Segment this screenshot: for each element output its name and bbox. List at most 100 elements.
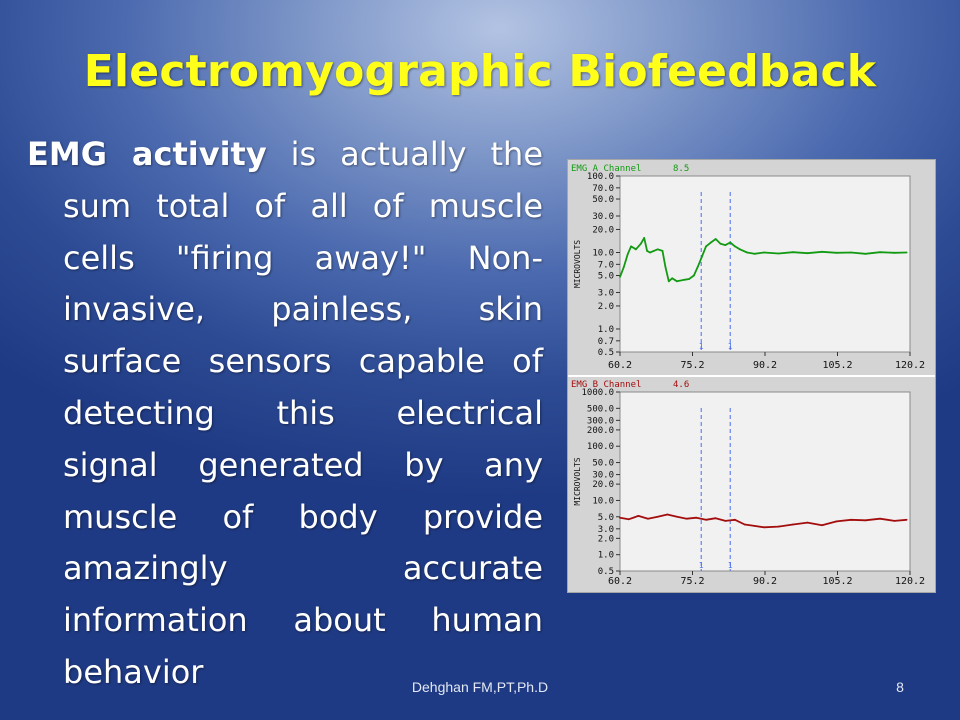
ch0-ytick-label: 10.0 xyxy=(592,248,614,258)
emg-chart-svg: EMG A Channel 8.50.50.71.02.03.05.07.010.… xyxy=(568,164,935,587)
body-paragraph-text: is actually the sum total of all of musc… xyxy=(63,135,543,691)
ch1-ylabel: MICROVOLTS xyxy=(573,457,582,505)
ch1-ytick-label: 3.0 xyxy=(598,525,614,535)
ch0-data-point xyxy=(630,245,633,248)
ch1-data-point xyxy=(792,523,794,526)
ch1-data-point xyxy=(806,521,809,524)
ch0-data-point xyxy=(693,274,695,277)
ch0-data-point xyxy=(705,245,707,248)
ch1-ytick-label: 300.0 xyxy=(587,416,614,426)
ch1-title: EMG B Channel xyxy=(571,380,641,390)
ch0-data-point xyxy=(777,252,780,255)
ch0-readout: 8.5 xyxy=(673,164,689,174)
ch1-series-line xyxy=(619,513,907,529)
ch0-ytick-label: 3.0 xyxy=(598,288,614,298)
ch1-ytick-label: 5.0 xyxy=(598,513,614,523)
ch1-readout: 4.6 xyxy=(673,380,689,390)
ch0-data-point xyxy=(864,252,867,255)
ch0-xtick-label: 75.2 xyxy=(680,360,704,371)
ch0-ytick-label: 7.0 xyxy=(598,260,614,270)
ch0-data-point xyxy=(667,280,670,283)
ch0-ytick-label: 20.0 xyxy=(592,225,614,235)
ch1-ytick-label: 500.0 xyxy=(587,404,614,414)
ch1-ytick-label: 2.0 xyxy=(598,534,614,544)
ch1-data-point xyxy=(695,516,698,519)
ch0-data-point xyxy=(714,238,717,240)
page-number: 8 xyxy=(896,679,904,695)
ch1-event-marker-label: 1 xyxy=(728,561,733,570)
ch0-ytick-label: 0.5 xyxy=(598,348,614,358)
ch0-data-point xyxy=(646,249,648,252)
ch1-ytick-label: 20.0 xyxy=(592,480,614,490)
ch0-xtick-label: 105.2 xyxy=(822,360,852,371)
ch0-xtick-label: 120.2 xyxy=(895,360,925,371)
ch0-data-point xyxy=(879,251,881,254)
ch0-ytick-label: 30.0 xyxy=(592,212,614,222)
ch1-data-point xyxy=(627,518,630,521)
ch1-data-point xyxy=(763,526,765,529)
ch0-data-point xyxy=(835,251,838,254)
ch1-xtick-label: 60.2 xyxy=(608,576,632,587)
ch1-data-point xyxy=(850,518,852,521)
ch0-ytick-label: 2.0 xyxy=(598,302,614,312)
ch1-ytick-label: 100.0 xyxy=(587,442,614,452)
ch0-data-point xyxy=(696,265,699,268)
ch1-data-point xyxy=(637,514,640,517)
ch0-data-point xyxy=(676,280,678,283)
body-paragraph: EMG activity is actually the sum total o… xyxy=(27,129,543,699)
ch1-data-point xyxy=(879,517,881,520)
ch0-ylabel: MICROVOLTS xyxy=(573,240,582,288)
ch1-data-point xyxy=(685,517,688,520)
ch0-ytick-label: 5.0 xyxy=(598,272,614,282)
ch1-ytick-label: 50.0 xyxy=(592,459,614,469)
ch0-ytick-label: 70.0 xyxy=(592,184,614,194)
ch0-data-point xyxy=(763,251,765,254)
ch0-data-point xyxy=(734,245,736,248)
ch0-data-point xyxy=(661,249,664,252)
ch1-data-point xyxy=(705,518,707,521)
ch1-ytick-label: 10.0 xyxy=(592,496,614,506)
ch0-data-point xyxy=(688,278,691,280)
ch0-data-point xyxy=(671,277,674,280)
ch0-data-point xyxy=(643,237,646,239)
ch0-plot-area xyxy=(619,175,911,353)
ch1-ytick-label: 30.0 xyxy=(592,471,614,481)
ch0-ytick-label: 50.0 xyxy=(592,195,614,205)
ch1-data-point xyxy=(905,518,908,521)
ch0-ytick-label: 0.7 xyxy=(598,337,614,347)
ch0-ytick-label: 100.0 xyxy=(587,172,614,182)
ch1-data-point xyxy=(893,519,896,522)
ch1-data-point xyxy=(821,524,823,527)
ch0-data-point xyxy=(905,251,908,254)
ch0-data-point xyxy=(622,265,625,268)
ch0-data-point xyxy=(850,251,852,254)
ch0-data-point xyxy=(649,251,651,254)
ch0-data-point xyxy=(626,253,629,256)
ch0-data-point xyxy=(729,241,732,244)
ch1-data-point xyxy=(753,524,756,527)
emg-figure: EMG A Channel 8.5 0.5 0.7 1.0 2.0 3.0 5.0 7.0 10.… xyxy=(567,159,936,593)
ch1-data-point xyxy=(666,513,669,516)
ch0-ytick-label: 1.0 xyxy=(598,325,614,335)
ch1-data-point xyxy=(714,517,717,520)
ch1-ytick-label: 1000.0 xyxy=(581,388,614,398)
body-text: EMG activity is actually the sum total o… xyxy=(27,129,543,699)
ch1-data-point xyxy=(734,518,736,521)
ch1-data-point xyxy=(777,525,780,528)
ch1-xtick-label: 120.2 xyxy=(895,576,925,587)
ch0-data-point xyxy=(806,252,809,255)
ch1-data-point xyxy=(864,519,867,522)
ch0-data-point xyxy=(719,242,722,245)
ch0-data-point xyxy=(893,251,896,254)
ch0-data-point xyxy=(746,251,749,254)
ch1-event-marker-label: 1 xyxy=(699,561,704,570)
ch1-data-point xyxy=(656,515,659,518)
ch0-data-point xyxy=(738,248,741,251)
ch1-xtick-label: 90.2 xyxy=(753,576,777,587)
ch0-event-marker-label: 1 xyxy=(699,342,704,351)
ch1-ytick-label: 200.0 xyxy=(587,426,614,436)
ch0-data-point xyxy=(619,275,621,278)
ch0-data-point xyxy=(656,248,659,251)
ch1-xtick-label: 75.2 xyxy=(680,576,704,587)
ch1-data-point xyxy=(743,523,746,526)
